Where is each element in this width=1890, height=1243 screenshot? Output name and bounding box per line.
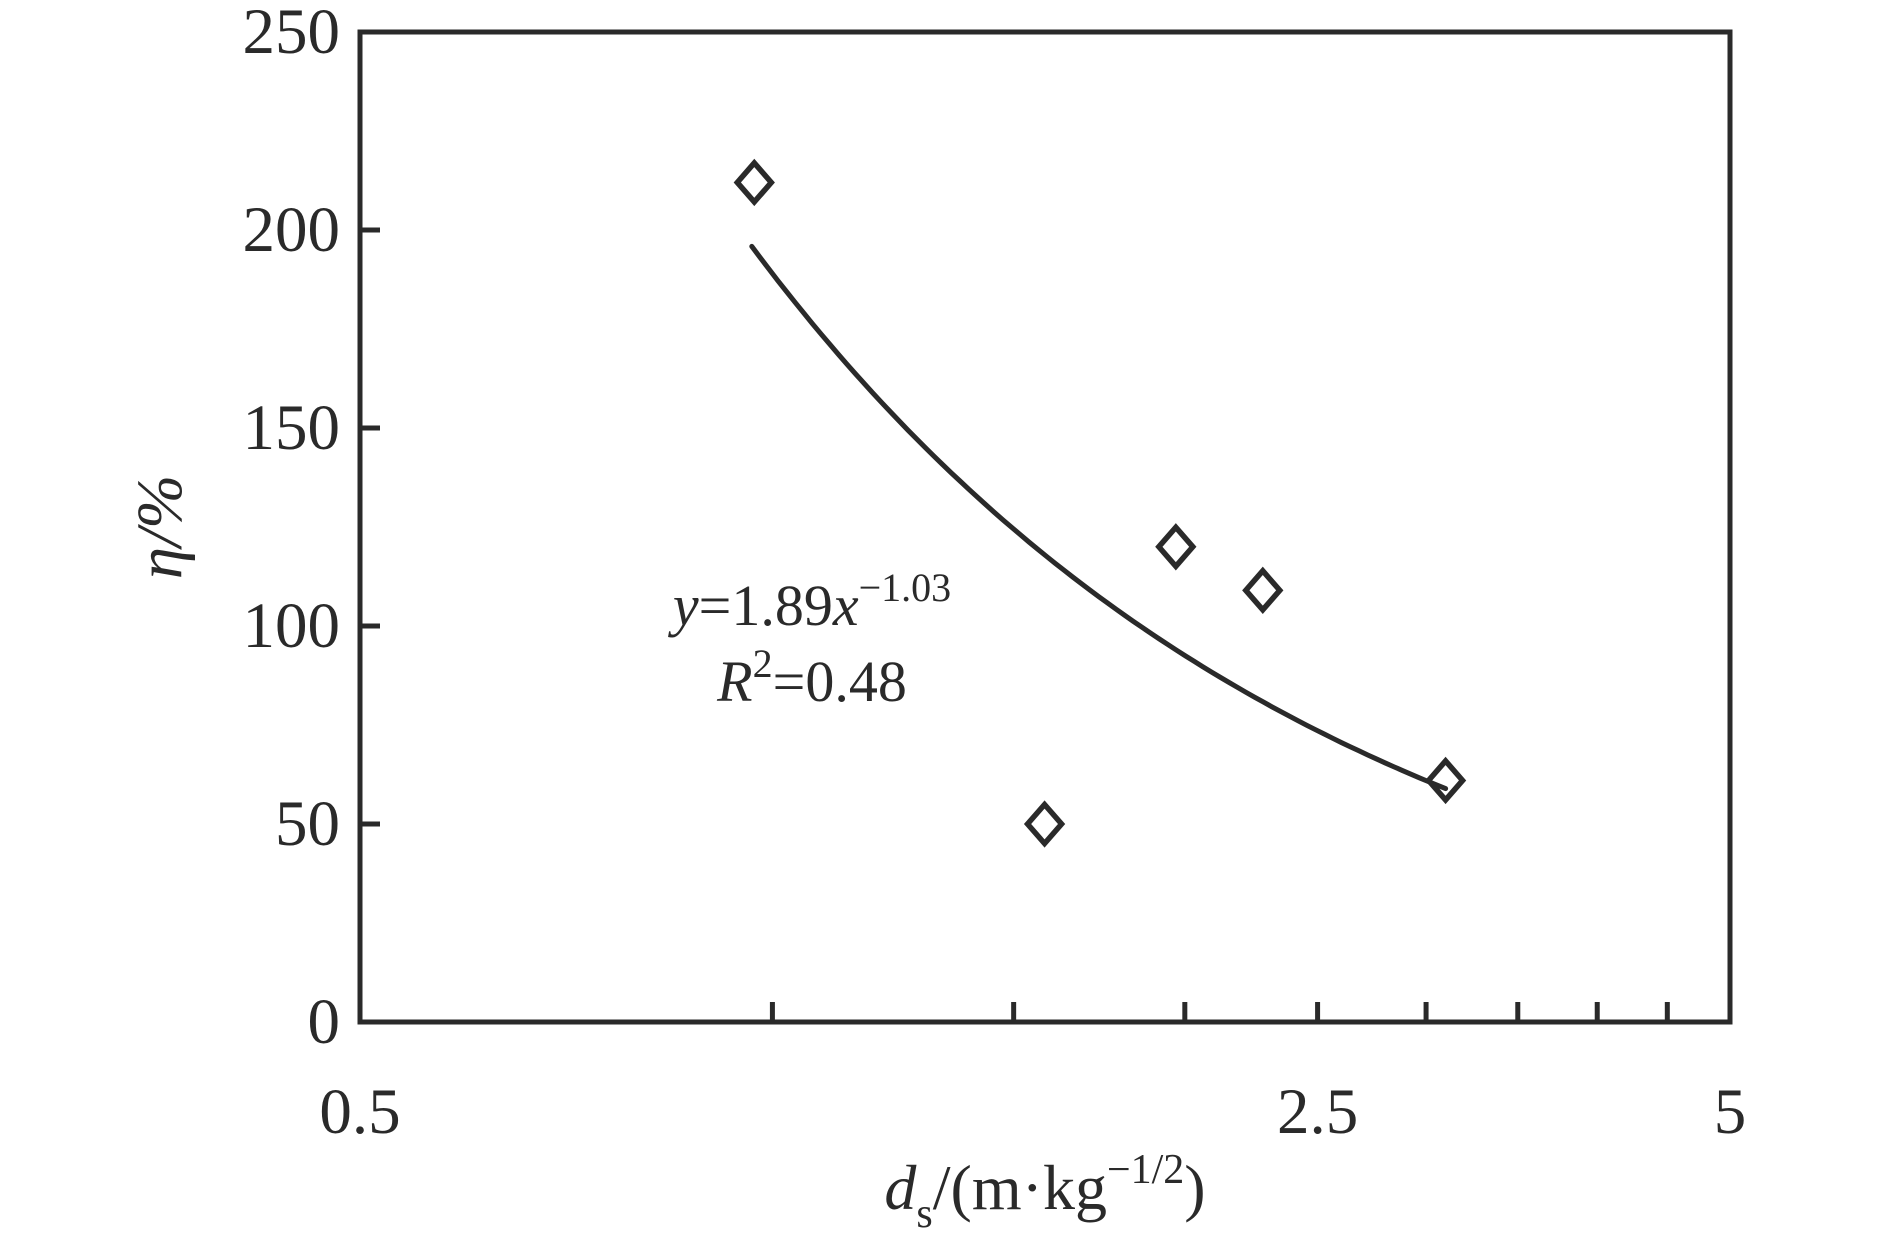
y-tick-label: 0 [307, 986, 341, 1058]
y-axis-title: η/% [124, 474, 196, 580]
x-axis-units: /(m·kg [932, 1152, 1107, 1223]
y-tick-label: 150 [242, 392, 341, 464]
fit-r-squared: R2=0.48 [512, 644, 1112, 720]
y-tick-label: 100 [242, 590, 341, 662]
fit-equation: y=1.89x−1.03 [512, 568, 1112, 644]
data-point-diamond [1424, 756, 1467, 805]
x-axis-units-close: ) [1184, 1152, 1206, 1223]
y-tick-label: 250 [242, 0, 341, 68]
fit-curve [749, 243, 1449, 792]
x-axis-variable: d [884, 1152, 917, 1223]
r-squared-exponent: 2 [752, 641, 773, 686]
fit-equation-x: x [832, 573, 859, 638]
fit-equation-coef: =1.89 [698, 573, 833, 638]
data-point-diamond [733, 158, 775, 207]
data-point-diamond [1023, 800, 1066, 848]
fit-annotation: y=1.89x−1.03 R2=0.48 [512, 568, 1112, 720]
r-squared-value: =0.48 [772, 649, 907, 714]
data-point-diamond [1242, 566, 1284, 615]
x-axis-title: ds/(m·kg−1/2) [845, 1143, 1245, 1235]
x-tick-label: 5 [1713, 1076, 1747, 1148]
x-tick-label: 2.5 [1276, 1076, 1359, 1148]
plot-frame [357, 29, 1733, 1025]
y-tick-label: 50 [275, 788, 340, 860]
fit-equation-exponent: −1.03 [858, 565, 952, 610]
fit-equation-y: y [672, 573, 699, 638]
x-axis-subscript: s [916, 1191, 933, 1237]
y-tick-label: 200 [242, 194, 341, 266]
r-squared-symbol: R [717, 649, 753, 714]
x-axis-exponent: −1/2 [1106, 1147, 1185, 1193]
data-point-diamond [1155, 523, 1197, 571]
x-tick-label: 0.5 [319, 1076, 401, 1148]
